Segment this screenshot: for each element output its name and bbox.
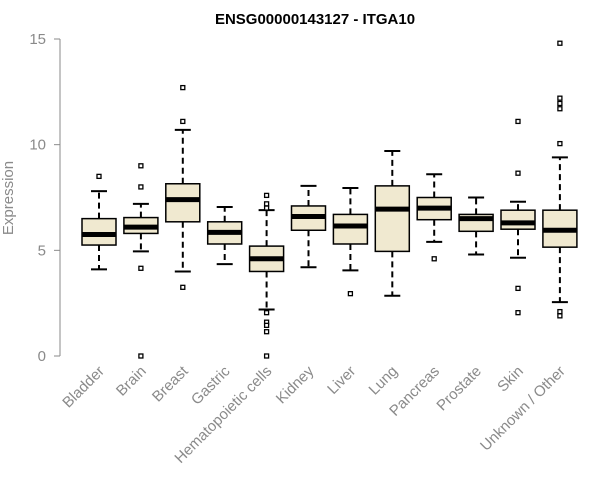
category-label: Bladder — [59, 363, 108, 412]
box-group — [332, 186, 369, 297]
outlier-point — [557, 100, 563, 107]
y-axis-label: Expression — [0, 161, 17, 235]
outlier-point — [263, 353, 270, 359]
box-iqr — [332, 213, 369, 245]
box-group — [248, 192, 285, 359]
box-group — [458, 196, 494, 256]
outlier-point — [515, 285, 521, 292]
chart-title: ENSG00000143127 - ITGA10 — [215, 11, 415, 28]
outlier-point — [557, 313, 563, 319]
outlier-point — [138, 184, 144, 190]
outlier-point — [557, 40, 563, 46]
y-tick-label: 0 — [38, 348, 46, 365]
category-label: Lung — [366, 363, 402, 399]
outlier-point — [263, 310, 270, 316]
outlier-point — [138, 265, 144, 271]
category-label: Brain — [113, 363, 150, 400]
category-label: Breast — [149, 362, 192, 405]
box-group — [206, 206, 243, 266]
outlier-point — [263, 329, 270, 335]
box-iqr — [81, 217, 117, 246]
box-group — [374, 150, 411, 297]
outlier-point — [263, 322, 270, 329]
y-tick-label: 15 — [29, 31, 46, 48]
box-iqr — [165, 183, 201, 223]
box-group — [290, 184, 327, 269]
box-group — [123, 163, 159, 359]
box-group — [165, 84, 201, 290]
outlier-point — [557, 95, 563, 101]
box-group — [416, 173, 452, 262]
category-label: Skin — [494, 363, 527, 396]
outlier-point — [263, 201, 270, 207]
box-layer — [81, 40, 578, 359]
outlier-point — [557, 308, 563, 315]
outlier-point — [263, 205, 270, 211]
box-iqr — [500, 209, 536, 230]
axis-layer: 0 5 10 15 — [29, 31, 61, 365]
box-group — [81, 173, 117, 271]
y-tick-label: 10 — [29, 137, 46, 154]
box-group — [500, 118, 536, 316]
outlier-point — [180, 284, 186, 290]
outlier-point — [138, 353, 144, 359]
outlier-point — [515, 310, 521, 316]
outlier-point — [180, 118, 186, 125]
category-label: Prostate — [433, 363, 485, 415]
category-label: Liver — [324, 363, 359, 398]
outlier-point — [263, 192, 270, 199]
box-group — [542, 40, 578, 319]
outlier-point — [431, 256, 437, 262]
y-tick-label: 5 — [38, 242, 46, 259]
outlier-point — [138, 163, 144, 169]
outlier-point — [347, 291, 354, 297]
outlier-point — [515, 118, 521, 125]
outlier-point — [180, 84, 186, 91]
box-iqr — [374, 185, 411, 253]
outlier-point — [515, 170, 521, 176]
outlier-point — [557, 106, 563, 112]
outlier-point — [96, 173, 102, 180]
category-label: Kidney — [273, 362, 318, 407]
outlier-point — [557, 140, 563, 147]
